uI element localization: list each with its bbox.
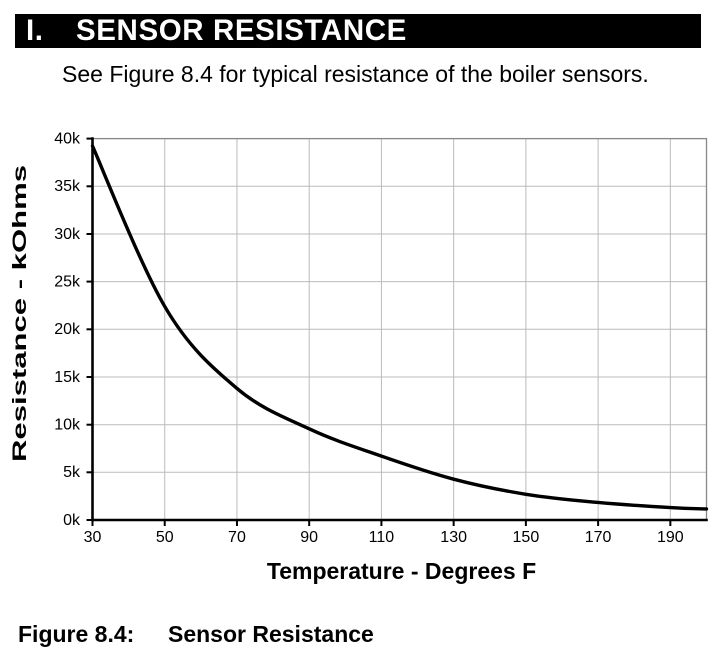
svg-text:30k: 30k xyxy=(54,226,81,243)
svg-text:10k: 10k xyxy=(54,417,81,434)
svg-text:50: 50 xyxy=(156,529,174,546)
svg-text:25k: 25k xyxy=(54,274,81,291)
svg-text:70: 70 xyxy=(228,529,246,546)
svg-text:Resistance - kOhms: Resistance - kOhms xyxy=(10,165,31,462)
svg-text:40k: 40k xyxy=(54,131,81,148)
svg-text:170: 170 xyxy=(585,529,612,546)
svg-text:0k: 0k xyxy=(63,512,81,529)
svg-text:20k: 20k xyxy=(54,321,81,338)
svg-text:190: 190 xyxy=(657,529,684,546)
svg-text:35k: 35k xyxy=(54,178,81,195)
svg-text:150: 150 xyxy=(513,529,540,546)
svg-text:130: 130 xyxy=(440,529,467,546)
svg-text:110: 110 xyxy=(369,529,395,546)
svg-text:15k: 15k xyxy=(54,369,81,386)
svg-text:5k: 5k xyxy=(63,464,81,481)
svg-text:Temperature - Degrees F: Temperature - Degrees F xyxy=(267,558,536,584)
svg-text:90: 90 xyxy=(300,529,318,546)
svg-text:30: 30 xyxy=(84,529,102,546)
